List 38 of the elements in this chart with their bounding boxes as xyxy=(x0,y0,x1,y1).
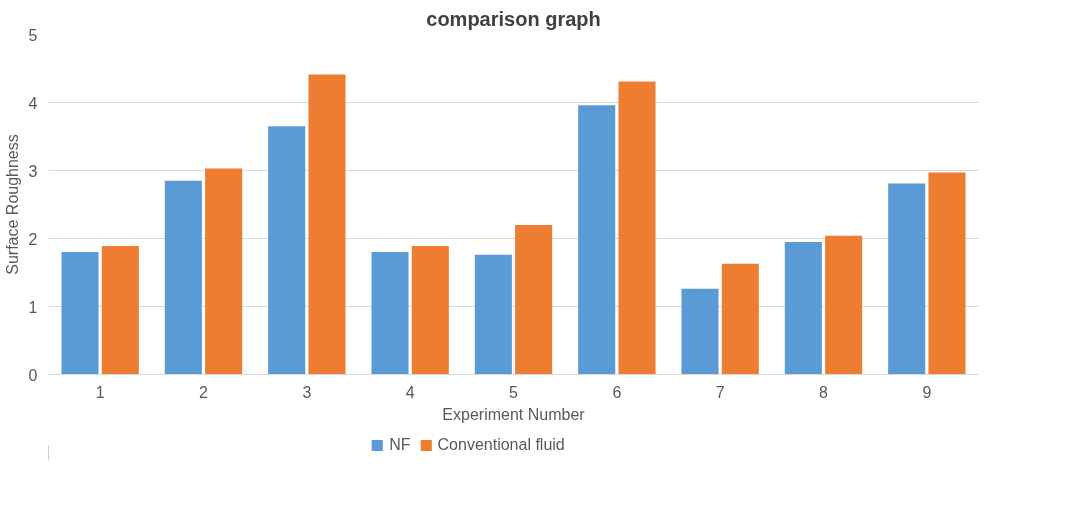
bar xyxy=(205,168,243,375)
bar xyxy=(681,288,719,375)
bar xyxy=(268,126,306,375)
legend-label: NF xyxy=(389,436,411,454)
bar xyxy=(928,172,966,375)
bar xyxy=(515,224,553,375)
y-tick-label: 3 xyxy=(28,162,38,180)
x-tick-label: 7 xyxy=(715,383,725,401)
bar xyxy=(101,245,139,375)
x-tick-label: 8 xyxy=(819,383,829,401)
y-tick-label: 5 xyxy=(28,26,38,44)
x-tick-label: 2 xyxy=(199,383,209,401)
x-tick-label: 1 xyxy=(95,383,105,401)
y-tick-label: 4 xyxy=(28,94,38,112)
bar xyxy=(825,235,863,375)
bar xyxy=(61,252,99,375)
y-axis-title: Surface Roughness xyxy=(3,134,21,275)
bar xyxy=(721,263,759,375)
x-tick-label: 6 xyxy=(612,383,622,401)
bar xyxy=(618,81,656,375)
x-tick-label: 5 xyxy=(509,383,519,401)
bar xyxy=(784,241,822,375)
y-tick-label: 0 xyxy=(28,366,38,384)
bar xyxy=(578,105,616,375)
x-axis-title: Experiment Number xyxy=(442,405,586,423)
y-tick-label: 1 xyxy=(28,298,38,316)
x-tick-label: 4 xyxy=(405,383,415,401)
bar xyxy=(371,252,409,375)
bar xyxy=(308,74,346,375)
x-tick-label: 3 xyxy=(302,383,312,401)
bar xyxy=(411,245,449,375)
bar xyxy=(164,180,202,375)
y-tick-label: 2 xyxy=(28,230,38,248)
bar xyxy=(888,183,926,375)
bar xyxy=(474,254,512,375)
chart-title: comparison graph xyxy=(426,7,601,30)
x-tick-label: 9 xyxy=(922,383,932,401)
legend-label: Conventional fluid xyxy=(437,436,565,454)
